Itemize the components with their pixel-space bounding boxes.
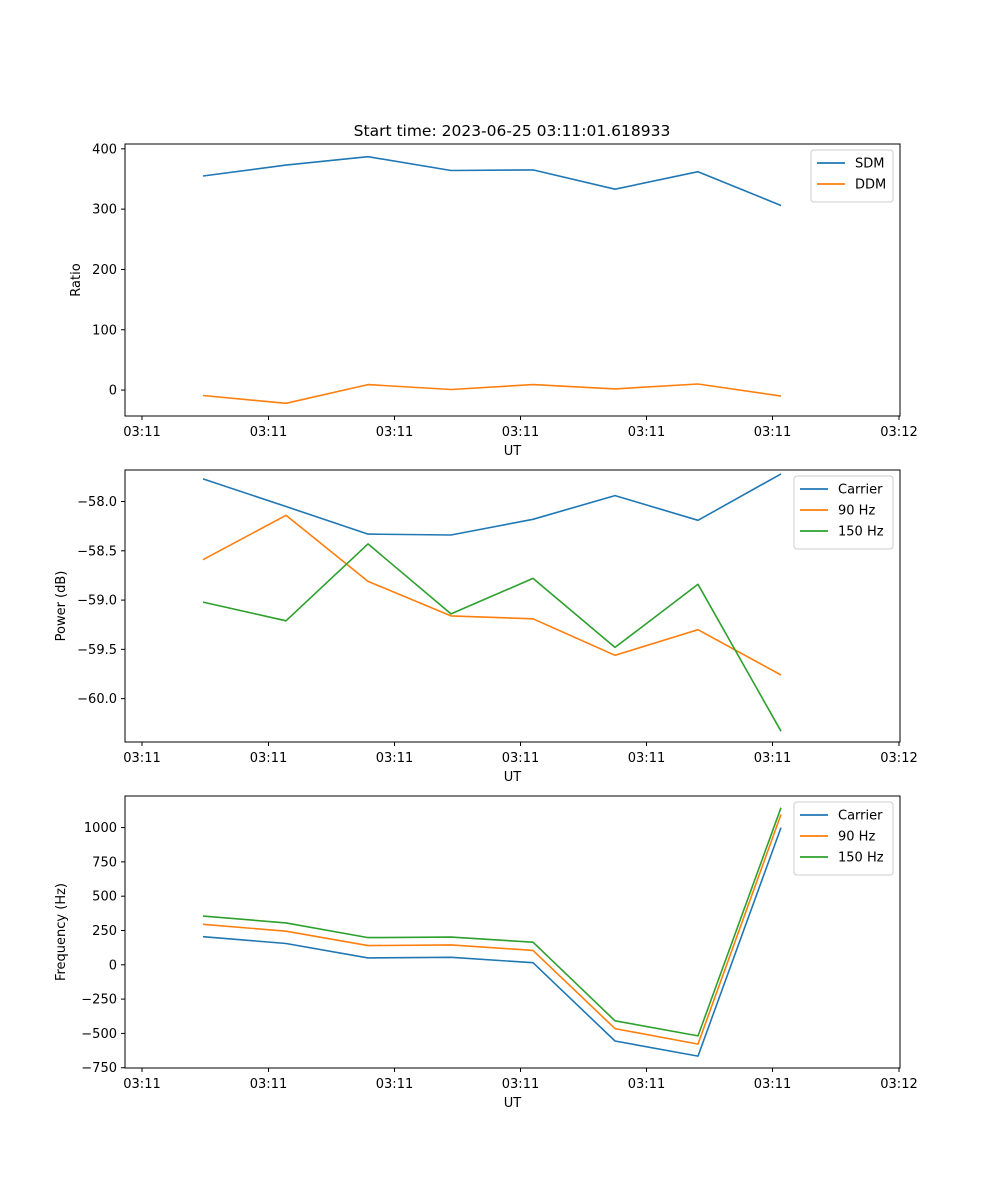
x-tick-label: 03:11 (628, 1077, 665, 1092)
y-tick-label: −750 (81, 1061, 117, 1076)
x-tick-label: 03:11 (754, 1077, 791, 1092)
x-tick-label: 03:11 (376, 425, 413, 440)
y-tick-label: 0 (109, 384, 117, 399)
x-tick-label: 03:11 (376, 751, 413, 766)
series-line-carrier (202, 827, 782, 1057)
x-tick-label: 03:11 (123, 751, 160, 766)
y-tick-label: 200 (92, 263, 117, 278)
y-tick-label: −59.0 (77, 594, 117, 609)
plot-frame (124, 795, 901, 1069)
y-axis-label: Frequency (Hz) (54, 883, 69, 981)
y-tick-label: −250 (81, 993, 117, 1008)
x-tick-label: 03:11 (123, 425, 160, 440)
y-tick-label: 0 (109, 958, 117, 973)
y-tick-label: −58.5 (77, 544, 117, 559)
legend: Carrier 90 Hz 150 Hz (793, 801, 894, 876)
x-tick-label: 03:11 (754, 751, 791, 766)
x-tick-label: 03:11 (502, 425, 539, 440)
x-tick-label: 03:12 (880, 425, 917, 440)
series-line-150-hz (202, 807, 782, 1037)
x-tick-label: 03:11 (250, 1077, 287, 1092)
legend-label: 90 Hz (838, 830, 875, 845)
legend-label: 150 Hz (838, 851, 884, 866)
series-line-150-hz (202, 543, 782, 732)
y-tick-label: 100 (92, 323, 117, 338)
series-line-sdm (202, 155, 782, 207)
legend-label: Carrier (838, 809, 883, 824)
y-tick-label: 250 (92, 924, 117, 939)
plot-frame (124, 469, 901, 743)
y-axis-label: Power (dB) (54, 571, 69, 642)
legend-label: 150 Hz (838, 525, 884, 540)
series-line-90-hz (202, 514, 782, 676)
x-axis-label: UT (504, 1096, 522, 1111)
series-line-carrier (202, 473, 782, 536)
x-tick-label: 03:12 (880, 1077, 917, 1092)
plot-panel-3: 03:11 03:11 03:11 03:11 03:11 03:11 03:12 1000 7… (54, 795, 918, 1111)
x-axis-label: UT (504, 770, 522, 785)
y-tick-label: −60.0 (77, 692, 117, 707)
x-tick-label: 03:11 (123, 1077, 160, 1092)
legend: SDM DDM (810, 149, 894, 203)
x-tick-label: 03:11 (502, 751, 539, 766)
y-tick-label: −500 (81, 1027, 117, 1042)
figure-title: Start time: 2023-06-25 03:11:01.618933 (354, 122, 671, 140)
plot-frame (124, 143, 901, 417)
x-tick-label: 03:12 (880, 751, 917, 766)
legend-label: SDM (855, 157, 884, 172)
y-tick-label: 1000 (84, 821, 117, 836)
legend-label: 90 Hz (838, 504, 875, 519)
series-line-ddm (202, 383, 782, 405)
series-line-90-hz (202, 814, 782, 1045)
x-tick-label: 03:11 (502, 1077, 539, 1092)
plot-panel-1: 03:11 03:11 03:11 03:11 03:11 03:11 03:12 0 100 2… (69, 142, 918, 459)
y-tick-label: 750 (92, 855, 117, 870)
x-tick-label: 03:11 (376, 1077, 413, 1092)
plot-panel-2: 03:11 03:11 03:11 03:11 03:11 03:11 03:12 −58.0… (54, 469, 918, 785)
y-tick-label: 500 (92, 890, 117, 905)
legend: Carrier 90 Hz 150 Hz (793, 475, 894, 550)
legend-label: Carrier (838, 483, 883, 498)
y-tick-label: −59.5 (77, 643, 117, 658)
legend-label: DDM (855, 178, 886, 193)
y-axis-label: Ratio (69, 263, 84, 296)
y-tick-label: −58.0 (77, 495, 117, 510)
x-tick-label: 03:11 (628, 751, 665, 766)
y-tick-label: 400 (92, 142, 117, 157)
x-tick-label: 03:11 (250, 751, 287, 766)
y-tick-label: 300 (92, 203, 117, 218)
x-tick-label: 03:11 (754, 425, 791, 440)
x-axis-label: UT (504, 444, 522, 459)
x-tick-label: 03:11 (250, 425, 287, 440)
x-tick-label: 03:11 (628, 425, 665, 440)
